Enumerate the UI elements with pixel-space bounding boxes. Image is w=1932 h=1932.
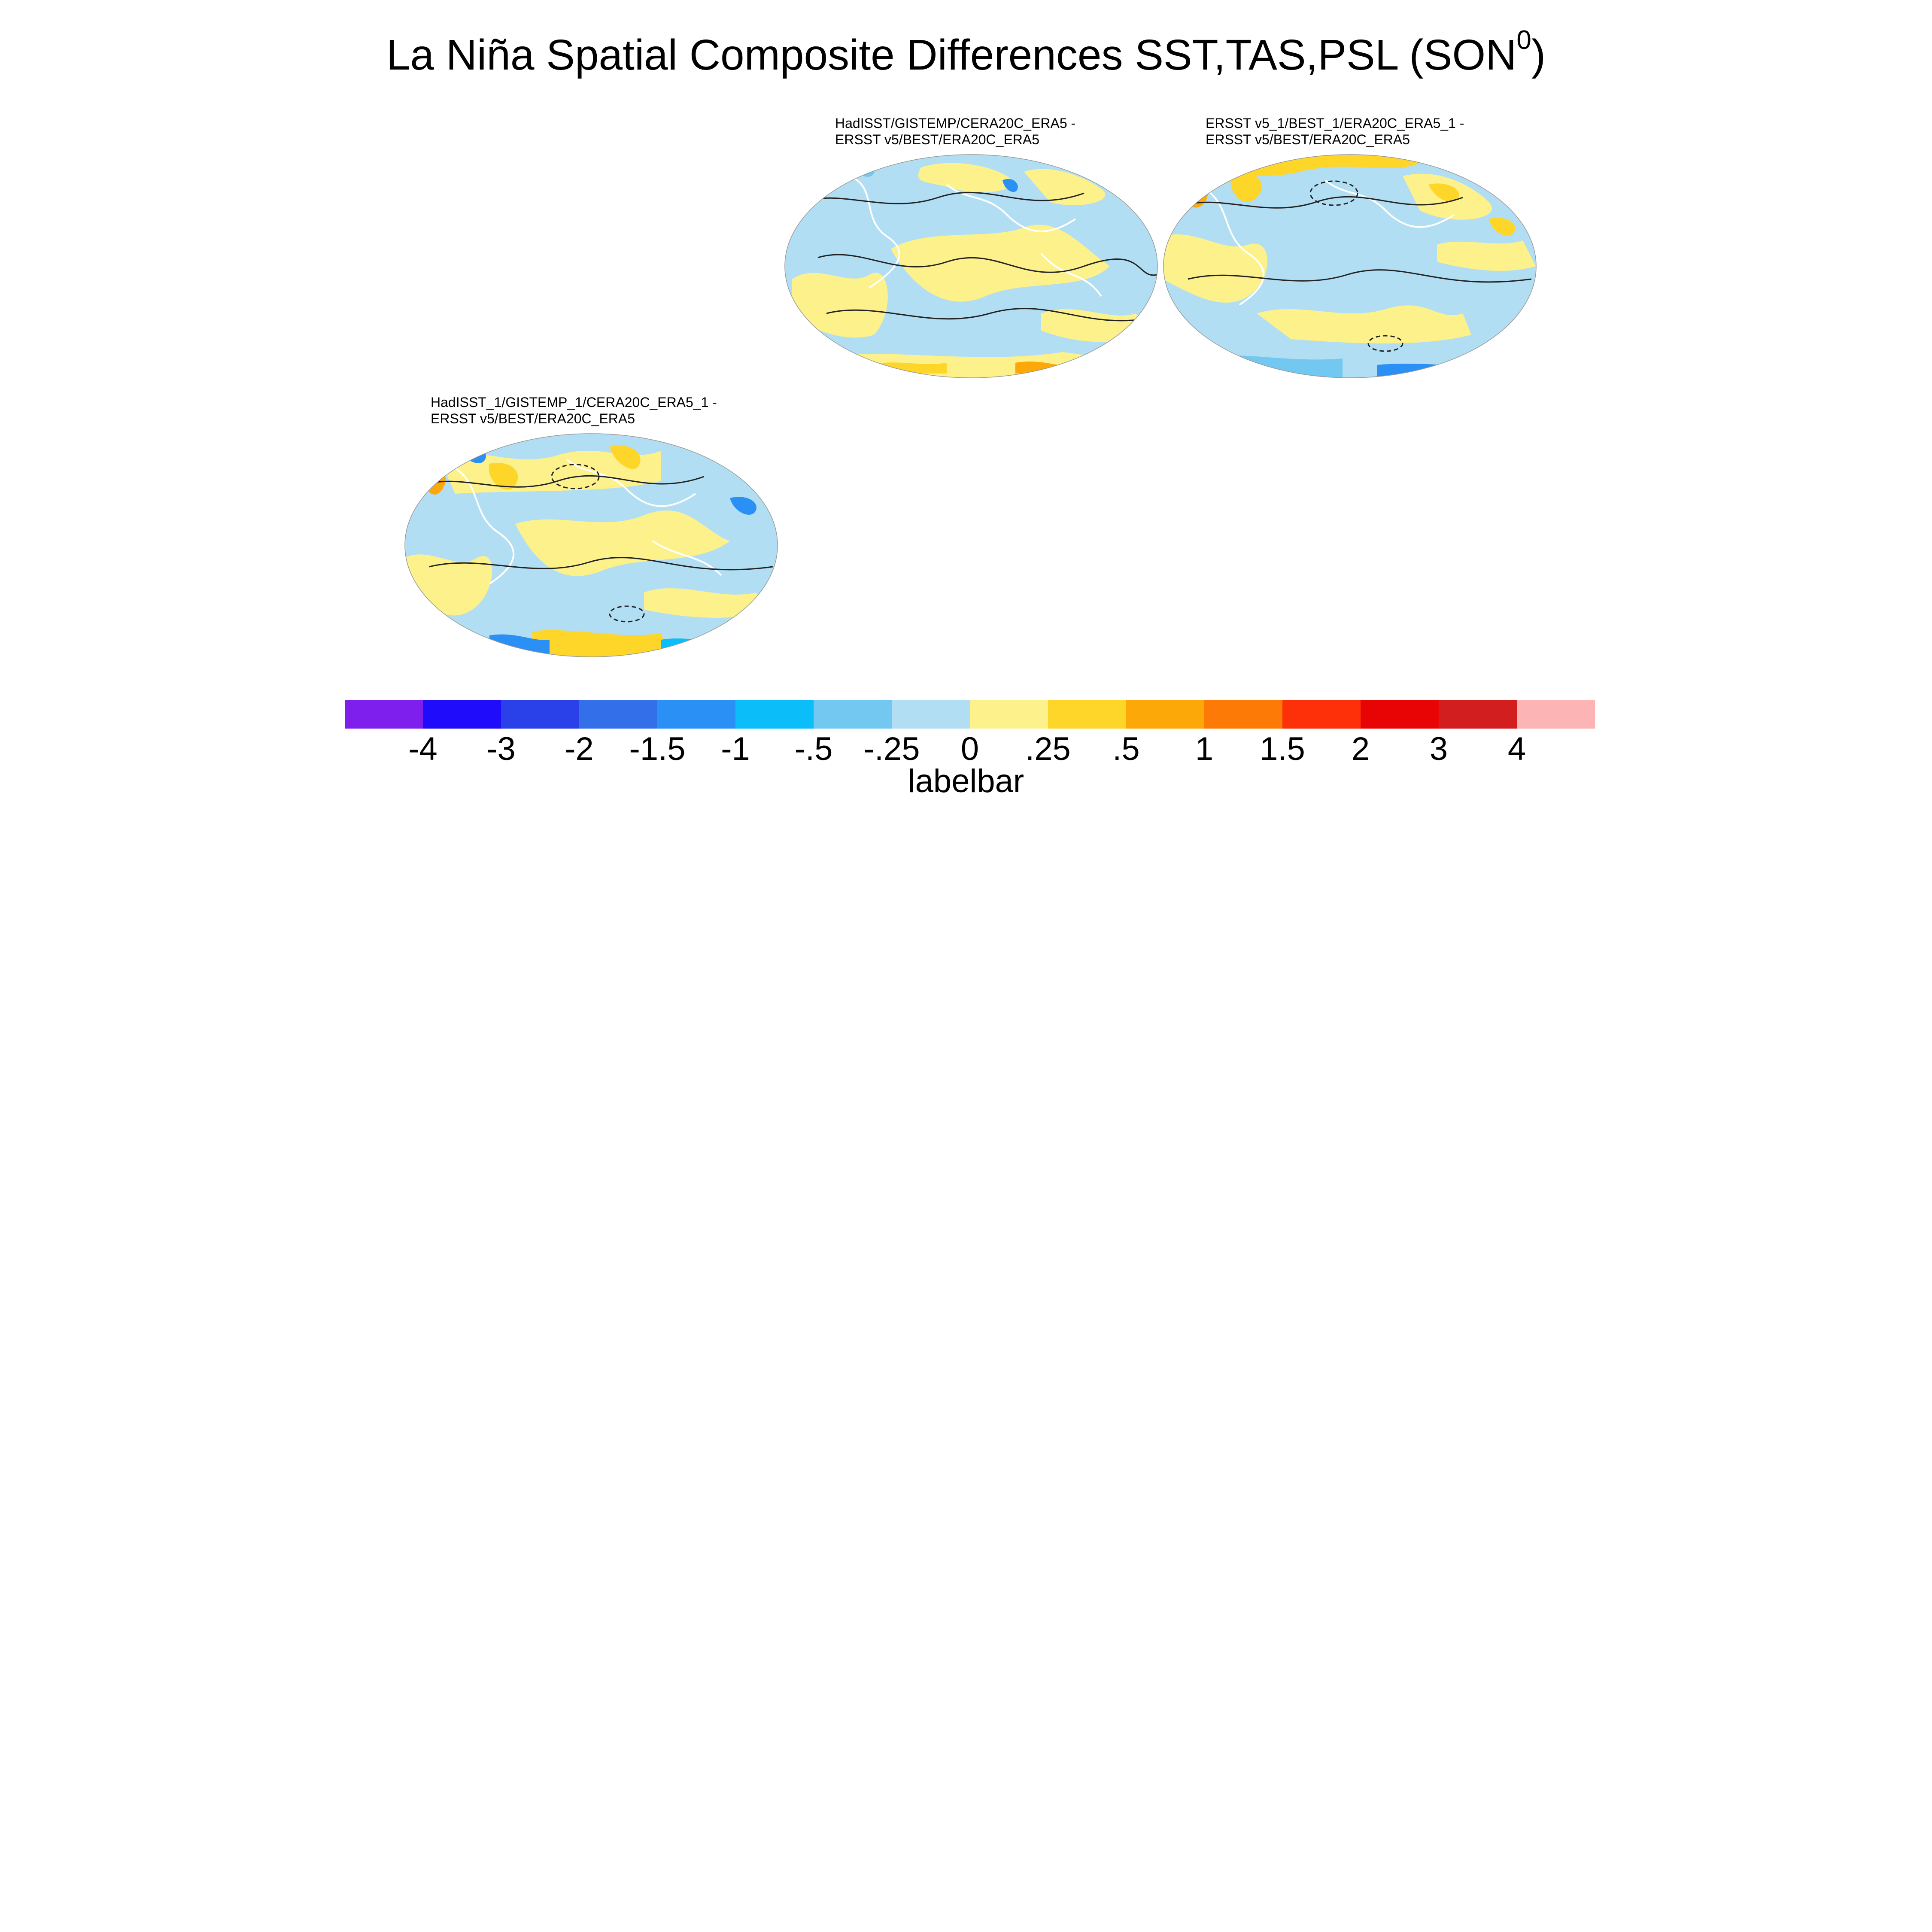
labelbar-tick-label: 2 bbox=[1351, 731, 1370, 767]
labelbar-box-3 bbox=[579, 700, 657, 729]
figure-title-close: ) bbox=[1531, 31, 1546, 79]
labelbar-tick-label: -1.5 bbox=[629, 731, 686, 767]
panel-title-line1: HadISST/GISTEMP/CERA20C_ERA5 - bbox=[835, 115, 1076, 131]
map-top-right bbox=[1163, 154, 1537, 378]
figure-title-text: La Niña Spatial Composite Differences SS… bbox=[386, 31, 1517, 79]
labelbar-tick-label: 3 bbox=[1429, 731, 1448, 767]
panel-title-line1: ERSST v5_1/BEST_1/ERA20C_ERA5_1 - bbox=[1206, 115, 1464, 131]
labelbar-tick-label: .25 bbox=[1025, 731, 1071, 767]
labelbar-box-2 bbox=[501, 700, 579, 729]
figure-title-superscript: 0 bbox=[1516, 25, 1531, 55]
panel-title-bottom-left: HadISST_1/GISTEMP_1/CERA20C_ERA5_1 - ERS… bbox=[431, 394, 717, 427]
labelbar-box-14 bbox=[1439, 700, 1517, 729]
labelbar-tick-label: -.5 bbox=[794, 731, 833, 767]
labelbar-box-0 bbox=[345, 700, 423, 729]
panel-title-top-right: ERSST v5_1/BEST_1/ERA20C_ERA5_1 - ERSST … bbox=[1206, 115, 1464, 148]
labelbar-tick-label: -.25 bbox=[863, 731, 920, 767]
labelbar-box-8 bbox=[970, 700, 1048, 729]
map-top-center bbox=[784, 154, 1158, 378]
labelbar-box-13 bbox=[1361, 700, 1439, 729]
panel-title-line2: ERSST v5/BEST/ERA20C_ERA5 bbox=[431, 411, 635, 426]
labelbar-tick-label: 1.5 bbox=[1260, 731, 1305, 767]
labelbar-box-6 bbox=[814, 700, 892, 729]
labelbar-tick-label: -3 bbox=[486, 731, 516, 767]
panel-title-line2: ERSST v5/BEST/ERA20C_ERA5 bbox=[1206, 132, 1410, 147]
panel-title-line1: HadISST_1/GISTEMP_1/CERA20C_ERA5_1 - bbox=[431, 395, 717, 410]
labelbar-tick-label: .5 bbox=[1112, 731, 1140, 767]
labelbar-tick-label: 0 bbox=[960, 731, 979, 767]
labelbar-colors bbox=[345, 700, 1595, 729]
labelbar-box-15 bbox=[1517, 700, 1595, 729]
labelbar-box-1 bbox=[423, 700, 501, 729]
labelbar-box-12 bbox=[1282, 700, 1361, 729]
labelbar-title: labelbar bbox=[908, 763, 1024, 799]
labelbar-box-7 bbox=[892, 700, 970, 729]
map-bottom-left bbox=[404, 433, 778, 657]
labelbar-tick-label: -4 bbox=[408, 731, 437, 767]
labelbar-tick-label: 4 bbox=[1507, 731, 1526, 767]
labelbar-box-11 bbox=[1204, 700, 1282, 729]
labelbar-tick-label: -1 bbox=[721, 731, 750, 767]
labelbar-box-4 bbox=[657, 700, 735, 729]
labelbar-box-9 bbox=[1048, 700, 1126, 729]
labelbar-tick-label: 1 bbox=[1195, 731, 1214, 767]
panel-title-top-center: HadISST/GISTEMP/CERA20C_ERA5 - ERSST v5/… bbox=[835, 115, 1075, 148]
figure-title: La Niña Spatial Composite Differences SS… bbox=[0, 27, 1932, 81]
labelbar-box-5 bbox=[735, 700, 814, 729]
labelbar-box-10 bbox=[1126, 700, 1204, 729]
panel-title-line2: ERSST v5/BEST/ERA20C_ERA5 bbox=[835, 132, 1040, 147]
labelbar-tick-label: -2 bbox=[565, 731, 594, 767]
